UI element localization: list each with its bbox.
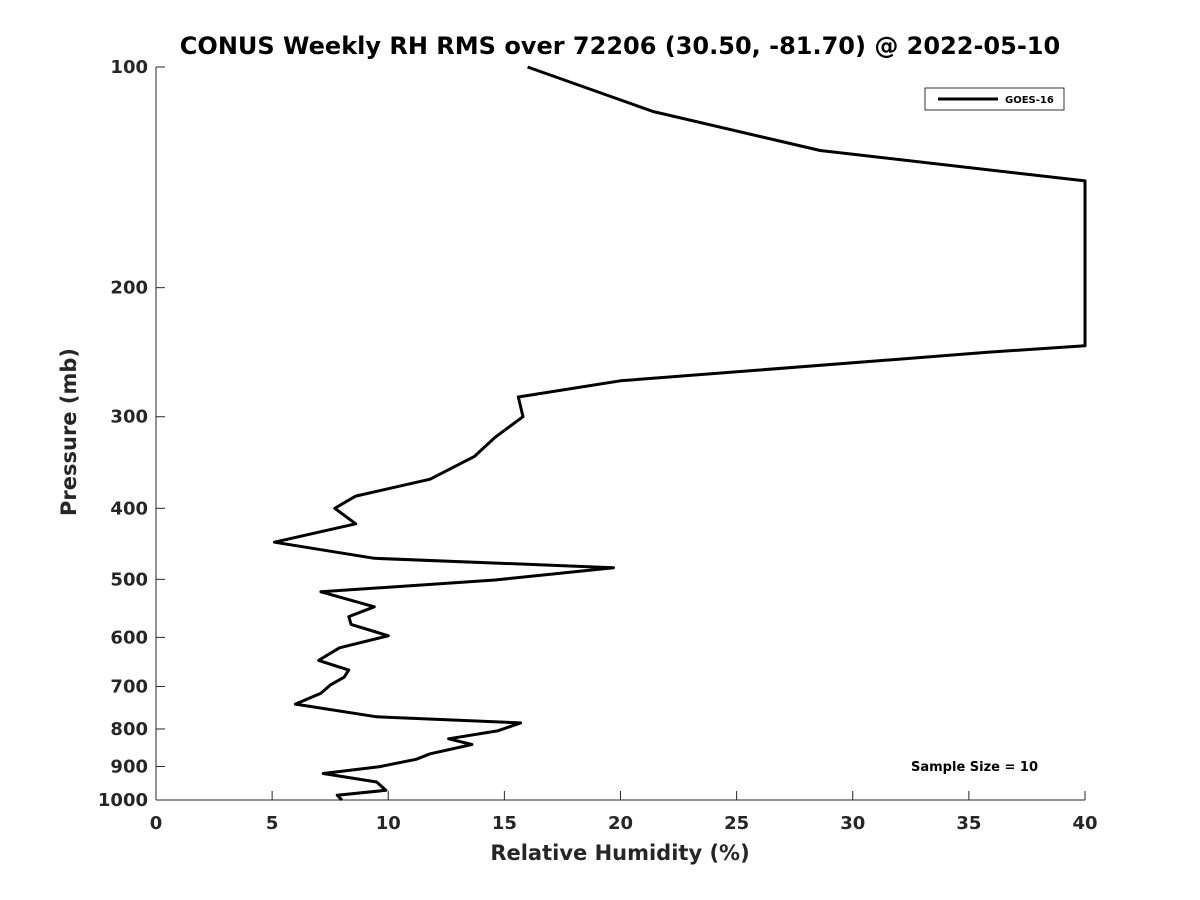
y-tick-label: 1000 — [98, 790, 148, 811]
y-tick-label: 700 — [110, 676, 148, 697]
x-tick-label: 15 — [492, 813, 517, 834]
x-tick-label: 5 — [266, 813, 279, 834]
x-tick-label: 0 — [150, 813, 163, 834]
y-axis-label: Pressure (mb) — [57, 348, 81, 516]
y-tick-label: 100 — [110, 57, 148, 78]
chart-title: CONUS Weekly RH RMS over 72206 (30.50, -… — [180, 32, 1060, 60]
y-tick-label: 900 — [110, 756, 148, 777]
y-tick-label: 800 — [110, 719, 148, 740]
x-tick-label: 35 — [956, 813, 981, 834]
x-tick-label: 20 — [608, 813, 633, 834]
y-tick-label: 200 — [110, 278, 148, 299]
plot-area: 0 5 10 15 20 25 30 35 40 100 200 300 400 500 600 700 800… — [98, 57, 1098, 834]
y-tick-label: 500 — [110, 569, 148, 590]
legend-label: GOES-16 — [1005, 95, 1054, 106]
series-line — [272, 65, 1087, 802]
x-tick-label: 30 — [840, 813, 865, 834]
y-tick-label: 400 — [110, 498, 148, 519]
x-tick-label: 10 — [376, 813, 401, 834]
sample-size-annotation: Sample Size = 10 — [911, 760, 1038, 775]
x-tick-label: 40 — [1072, 813, 1097, 834]
y-tick-label: 600 — [110, 627, 148, 648]
x-axis-label: Relative Humidity (%) — [490, 841, 749, 865]
y-tick-label: 300 — [110, 407, 148, 428]
legend: GOES-16 — [924, 87, 1065, 111]
x-tick-label: 25 — [724, 813, 749, 834]
